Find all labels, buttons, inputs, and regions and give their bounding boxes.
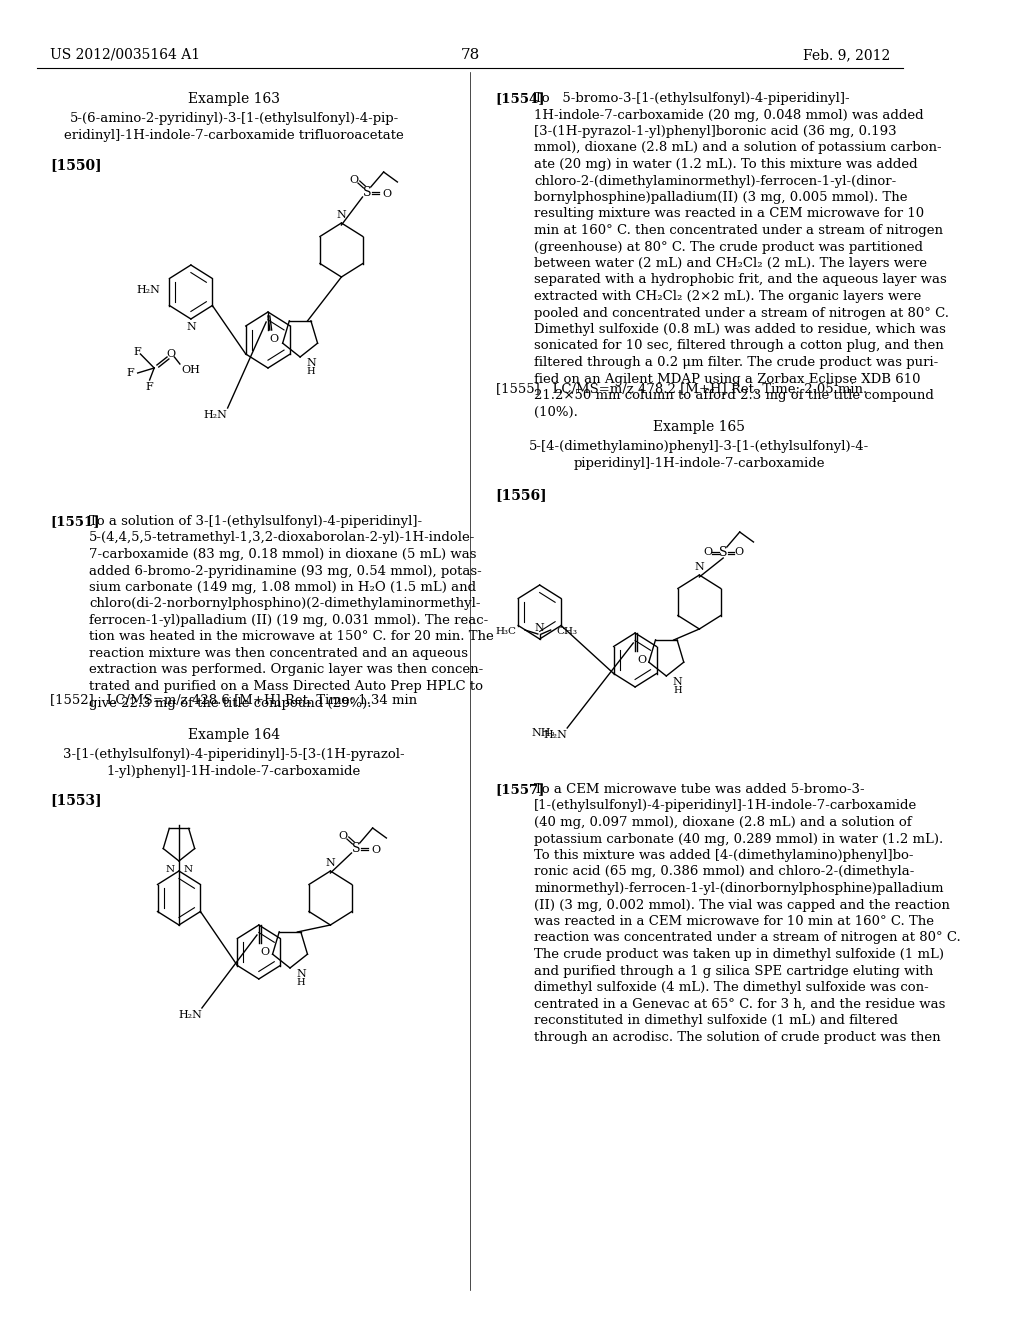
Text: S: S <box>362 186 372 198</box>
Text: O: O <box>703 546 712 557</box>
Text: Feb. 9, 2012: Feb. 9, 2012 <box>803 48 890 62</box>
Text: N: N <box>326 858 335 869</box>
Text: O: O <box>261 946 269 957</box>
Text: To a solution of 3-[1-(ethylsulfonyl)-4-piperidinyl]-
5-(4,4,5,5-tetramethyl-1,3: To a solution of 3-[1-(ethylsulfonyl)-4-… <box>89 515 494 710</box>
Text: 78: 78 <box>460 48 479 62</box>
Text: N: N <box>673 677 682 686</box>
Text: N: N <box>183 865 193 874</box>
Text: H₂N: H₂N <box>178 1010 202 1020</box>
Text: 5-(6-amino-2-pyridinyl)-3-[1-(ethylsulfonyl)-4-pip-
eridinyl]-1H-indole-7-carbox: 5-(6-amino-2-pyridinyl)-3-[1-(ethylsulfo… <box>65 112 403 143</box>
Text: H₂N: H₂N <box>544 730 567 741</box>
Text: To   5-bromo-3-[1-(ethylsulfonyl)-4-piperidinyl]-
1H-indole-7-carboxamide (20 mg: To 5-bromo-3-[1-(ethylsulfonyl)-4-piperi… <box>535 92 949 418</box>
Text: [1556]: [1556] <box>496 488 547 502</box>
Text: 5-[4-(dimethylamino)phenyl]-3-[1-(ethylsulfonyl)-4-
piperidinyl]-1H-indole-7-car: 5-[4-(dimethylamino)phenyl]-3-[1-(ethyls… <box>529 440 869 470</box>
Text: Example 163: Example 163 <box>188 92 280 106</box>
Text: N: N <box>535 623 545 634</box>
Text: [1551]: [1551] <box>50 515 100 528</box>
Text: H₂N: H₂N <box>137 285 161 294</box>
Text: CH₃: CH₃ <box>556 627 578 635</box>
Text: O: O <box>372 845 381 855</box>
Text: N: N <box>694 562 705 572</box>
Text: [1554]: [1554] <box>496 92 545 106</box>
Text: H₂N: H₂N <box>204 411 227 420</box>
Text: O: O <box>383 189 392 199</box>
Text: S: S <box>719 545 727 558</box>
Text: H: H <box>673 686 682 696</box>
Text: NH₂: NH₂ <box>531 729 555 738</box>
Text: O: O <box>270 334 279 345</box>
Text: H₃C: H₃C <box>496 627 517 635</box>
Text: To a CEM microwave tube was added 5-bromo-3-
[1-(ethylsulfonyl)-4-piperidinyl]-1: To a CEM microwave tube was added 5-brom… <box>535 783 961 1044</box>
Text: [1555]   LC/MS=m/z 478.2 [M+H] Ret. Time: 2.05 min.: [1555] LC/MS=m/z 478.2 [M+H] Ret. Time: … <box>496 381 867 395</box>
Text: N: N <box>296 969 306 979</box>
Text: N: N <box>337 210 346 220</box>
Text: [1553]: [1553] <box>50 793 102 807</box>
Text: Example 164: Example 164 <box>188 729 281 742</box>
Text: O: O <box>350 176 358 185</box>
Text: US 2012/0035164 A1: US 2012/0035164 A1 <box>50 48 201 62</box>
Text: O: O <box>166 348 175 359</box>
Text: H: H <box>307 367 315 376</box>
Text: O: O <box>637 655 646 665</box>
Text: F: F <box>134 347 141 356</box>
Text: S: S <box>352 842 360 854</box>
Text: H: H <box>297 978 305 987</box>
Text: N: N <box>306 358 316 368</box>
Text: [1552]   LC/MS=m/z 428.6 [M+H] Ret. Time: 1.34 min: [1552] LC/MS=m/z 428.6 [M+H] Ret. Time: … <box>50 693 418 706</box>
Text: [1550]: [1550] <box>50 158 102 172</box>
Text: F: F <box>126 368 134 378</box>
Text: Example 165: Example 165 <box>653 420 745 434</box>
Text: N: N <box>165 865 174 874</box>
Text: [1557]: [1557] <box>496 783 545 796</box>
Text: OH: OH <box>181 366 201 375</box>
Text: O: O <box>339 832 348 841</box>
Text: N: N <box>186 322 196 333</box>
Text: 3-[1-(ethylsulfonyl)-4-piperidinyl]-5-[3-(1H-pyrazol-
1-yl)phenyl]-1H-indole-7-c: 3-[1-(ethylsulfonyl)-4-piperidinyl]-5-[3… <box>63 748 404 777</box>
Text: O: O <box>734 546 743 557</box>
Text: F: F <box>145 381 154 392</box>
